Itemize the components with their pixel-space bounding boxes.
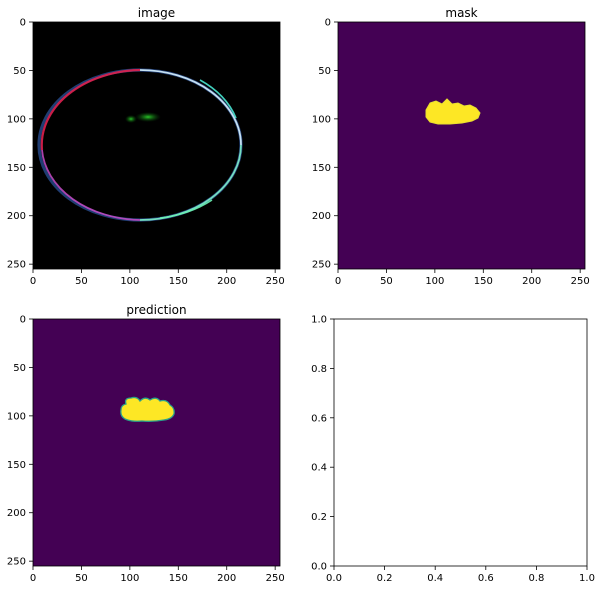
- y-tick-label: 100: [7, 411, 26, 422]
- ring-highlight-green: [159, 199, 213, 219]
- x-tick-label: 0.6: [478, 573, 494, 584]
- x-tick-label: 0.4: [427, 573, 443, 584]
- panel-image-title: image: [138, 6, 175, 20]
- y-tick-label: 100: [7, 114, 26, 125]
- x-tick-label: 50: [75, 573, 88, 584]
- x-tick-label: 50: [380, 276, 393, 287]
- panel-prediction-title: prediction: [126, 303, 186, 317]
- image-frame: [32, 21, 281, 270]
- y-tick-label: 200: [312, 211, 331, 222]
- panel-mask-title: mask: [445, 6, 477, 20]
- green-blob-left: [125, 115, 137, 123]
- y-tick-label: 1.0: [311, 315, 327, 326]
- ring-highlight-cyan: [199, 79, 237, 119]
- x-tick-label: 150: [474, 276, 493, 287]
- y-tick-label: 0.8: [311, 364, 327, 375]
- green-blob: [135, 112, 161, 122]
- y-tick-label: 0.0: [311, 562, 327, 573]
- y-tick-label: 0: [20, 315, 26, 326]
- empty-axes-frame: [333, 318, 588, 567]
- y-tick-label: 100: [312, 114, 331, 125]
- x-tick-label: 50: [75, 276, 88, 287]
- x-tick-label: 200: [217, 276, 236, 287]
- x-tick-label: 150: [169, 573, 188, 584]
- x-tick-label: 0: [30, 573, 36, 584]
- x-tick-label: 1.0: [579, 573, 595, 584]
- x-tick-label: 0: [335, 276, 341, 287]
- mask-region: [425, 98, 481, 125]
- y-tick-label: 200: [7, 508, 26, 519]
- prediction-region: [120, 396, 175, 422]
- image-content: [37, 68, 243, 222]
- y-tick-label: 150: [7, 163, 26, 174]
- y-tick-label: 250: [7, 260, 26, 271]
- y-tick-label: 150: [312, 163, 331, 174]
- mask-axes: 0 50 100 150 200 250 0 50 100 150 200 250: [312, 18, 590, 288]
- y-tick-label: 0: [20, 18, 26, 29]
- x-tick-label: 0.2: [377, 573, 393, 584]
- x-tick-label: 100: [120, 573, 139, 584]
- x-tick-label: 250: [266, 573, 285, 584]
- panel-image: image 0 50 100 150 200 250 0 50 100 150 200 250: [7, 6, 285, 287]
- panel-mask: mask 0 50 100 150 200 250 0 50 100 150 200 250: [312, 6, 590, 287]
- panel-prediction: prediction 0 50 100 150 200 250 0 50 100 150 200 25…: [7, 303, 285, 584]
- y-tick-label: 0.6: [311, 413, 327, 424]
- y-tick-label: 0: [325, 18, 331, 29]
- x-tick-label: 100: [425, 276, 444, 287]
- prediction-frame: [32, 318, 281, 567]
- ring-arc-bottom-left: [41, 149, 141, 221]
- image-axes: 0 50 100 150 200 250 0 50 100 150 200 250: [7, 18, 285, 288]
- x-tick-label: 150: [169, 276, 188, 287]
- prediction-axes: 0 50 100 150 200 250 0 50 100 150 200 250: [7, 315, 285, 585]
- ring-arc-left: [40, 68, 141, 151]
- x-tick-label: 200: [522, 276, 541, 287]
- image-background: [33, 22, 280, 269]
- x-tick-label: 0.8: [528, 573, 544, 584]
- x-tick-label: 100: [120, 276, 139, 287]
- empty-axes: 0.0 0.2 0.4 0.6 0.8 1.0 0.0 0.2 0.4 0.6 0.8 1.0: [311, 315, 595, 585]
- y-tick-label: 250: [312, 260, 331, 271]
- y-tick-label: 50: [13, 66, 26, 77]
- x-tick-label: 250: [266, 276, 285, 287]
- y-tick-label: 50: [318, 66, 331, 77]
- y-tick-label: 200: [7, 211, 26, 222]
- x-tick-label: 200: [217, 573, 236, 584]
- y-tick-label: 150: [7, 460, 26, 471]
- mask-frame: [337, 21, 586, 270]
- panel-empty: 0.0 0.2 0.4 0.6 0.8 1.0 0.0 0.2 0.4 0.6 0.8 1.0: [311, 315, 595, 585]
- y-tick-label: 0.2: [311, 512, 327, 523]
- y-tick-label: 0.4: [311, 463, 327, 474]
- x-tick-label: 0.0: [326, 573, 342, 584]
- y-tick-label: 50: [13, 363, 26, 374]
- prediction-background: [33, 319, 280, 566]
- x-tick-label: 250: [571, 276, 590, 287]
- x-tick-label: 0: [30, 276, 36, 287]
- y-tick-label: 250: [7, 557, 26, 568]
- ring-arc-top-right: [139, 69, 242, 146]
- mask-background: [338, 22, 585, 269]
